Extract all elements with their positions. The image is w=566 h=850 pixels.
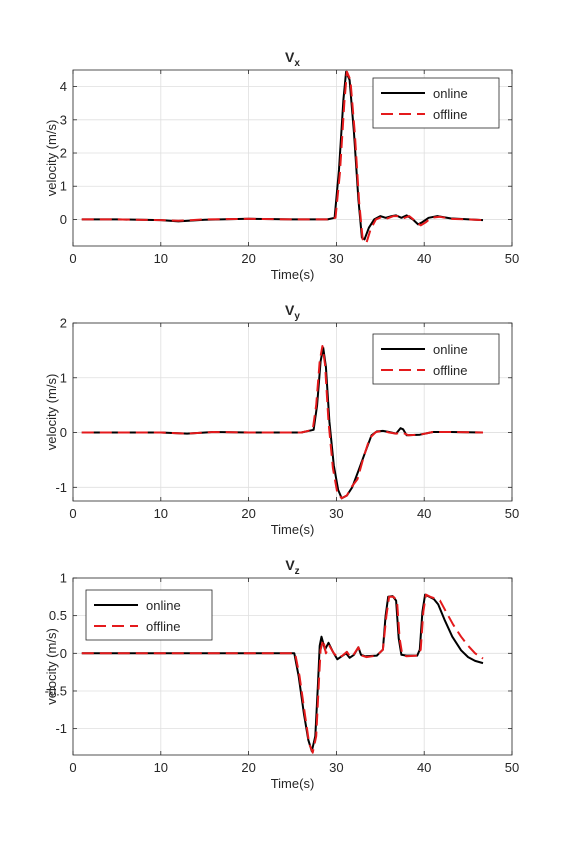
y-tick-label: 1	[60, 179, 67, 194]
legend: online offline	[372, 333, 500, 385]
y-axis-label: velocity (m/s)	[44, 120, 59, 197]
chart-title-subscript: x	[294, 58, 300, 69]
axes-box	[72, 69, 513, 247]
axes-box	[72, 577, 513, 756]
x-tick-label: 10	[154, 251, 168, 266]
x-tick-label: 50	[505, 506, 519, 521]
x-tick-label: 10	[154, 760, 168, 775]
y-tick-label: -1	[55, 721, 67, 736]
y-tick-label: -1	[55, 480, 67, 495]
legend: online offline	[372, 77, 500, 129]
legend: online offline	[85, 589, 213, 641]
x-tick-label: 20	[241, 760, 255, 775]
y-tick-label: 3	[60, 112, 67, 127]
x-axis-label: Time(s)	[271, 267, 315, 282]
chart-title-subscript: y	[294, 311, 300, 322]
y-tick-label: -0.5	[45, 683, 67, 698]
x-tick-label: 0	[69, 506, 76, 521]
series-line-offline	[81, 593, 484, 754]
legend-label-offline: offline	[433, 363, 467, 378]
x-tick-label: 50	[505, 760, 519, 775]
legend-label-online: online	[433, 342, 468, 357]
axes-box	[72, 322, 513, 502]
x-tick-label: 20	[241, 506, 255, 521]
legend-box	[372, 333, 500, 385]
y-tick-label: 1	[60, 370, 67, 385]
series-line-offline	[81, 345, 484, 500]
x-tick-label: 20	[241, 251, 255, 266]
x-axis-label: Time(s)	[271, 776, 315, 791]
x-tick-label: 10	[154, 506, 168, 521]
y-tick-label: 1	[60, 571, 67, 586]
y-tick-label: 0.5	[49, 608, 67, 623]
chart-title: Vx	[285, 49, 300, 69]
x-tick-label: 30	[329, 760, 343, 775]
x-tick-label: 40	[417, 506, 431, 521]
y-tick-label: 0	[60, 212, 67, 227]
legend-label-online: online	[146, 598, 181, 613]
x-tick-label: 40	[417, 251, 431, 266]
x-tick-label: 40	[417, 760, 431, 775]
chart-title: Vz	[285, 557, 299, 577]
legend-box	[372, 77, 500, 129]
series-line-offline	[81, 70, 484, 245]
y-tick-label: 2	[60, 146, 67, 161]
chart-title-subscript: z	[295, 566, 300, 577]
y-tick-label: 2	[60, 316, 67, 331]
legend-label-offline: offline	[146, 619, 180, 634]
y-tick-label: 0	[60, 425, 67, 440]
x-tick-label: 30	[329, 506, 343, 521]
x-axis-label: Time(s)	[271, 522, 315, 537]
y-tick-label: 0	[60, 646, 67, 661]
legend-label-online: online	[433, 86, 468, 101]
x-tick-label: 50	[505, 251, 519, 266]
x-tick-label: 0	[69, 760, 76, 775]
y-axis-label: velocity (m/s)	[44, 374, 59, 451]
subplot-z: 0 10 20 30 40 50 -1 -0.5 0 0.5 1 Vz Time(s) velocity …	[44, 557, 519, 791]
subplot-x: 0 10 20 30 40 50 0 1 2 3 4 Vx Time(s) velocity (m/s) o…	[44, 49, 519, 282]
x-tick-label: 0	[69, 251, 76, 266]
y-tick-label: 4	[60, 79, 67, 94]
y-axis-label: velocity (m/s)	[44, 628, 59, 705]
legend-label-offline: offline	[433, 107, 467, 122]
chart-title: Vy	[285, 302, 300, 322]
x-tick-label: 30	[329, 251, 343, 266]
legend-box	[85, 589, 213, 641]
